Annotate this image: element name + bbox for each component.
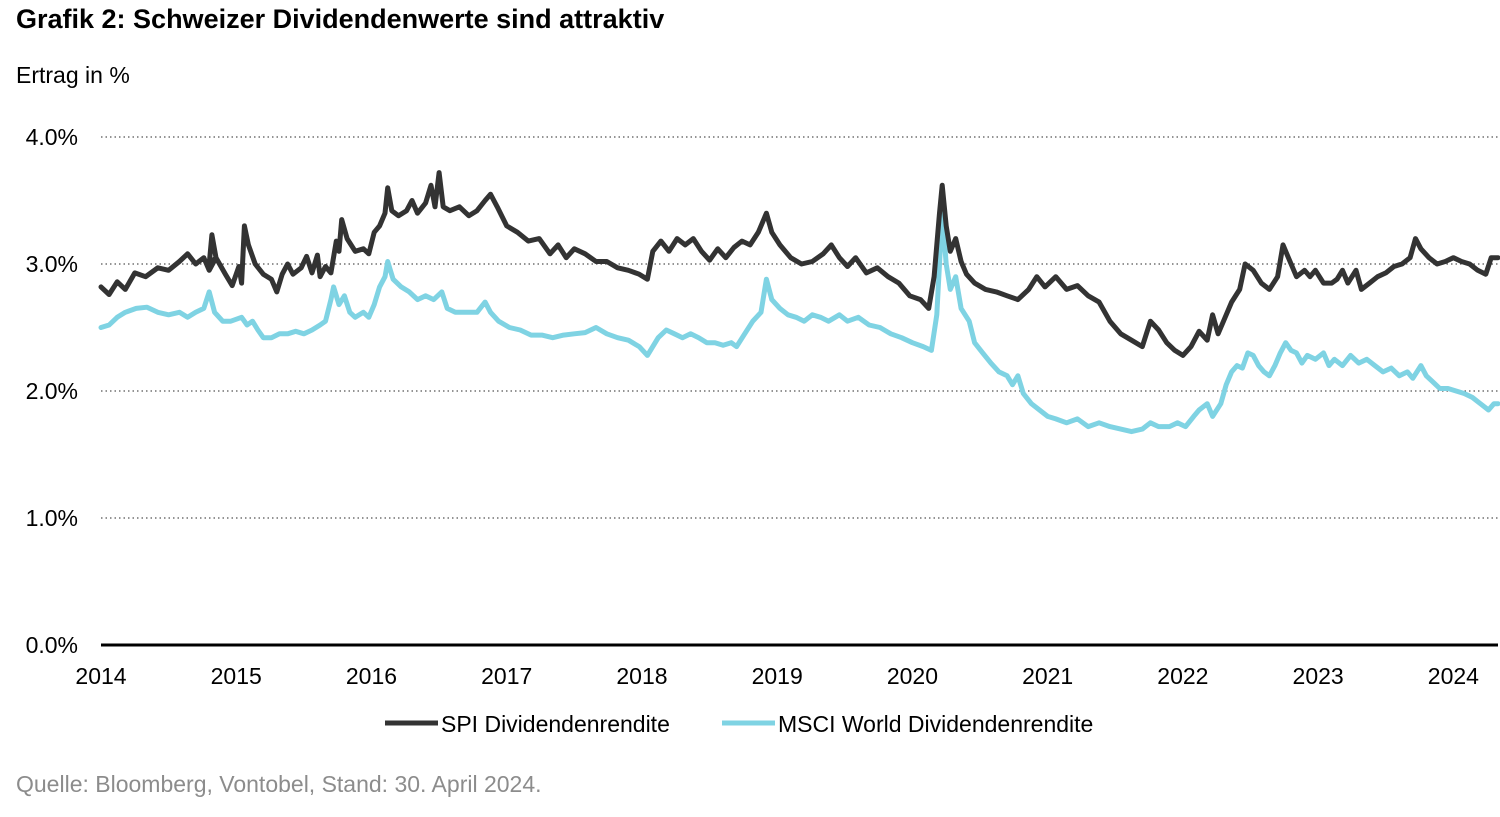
chart-title: Grafik 2: Schweizer Dividendenwerte sind… bbox=[16, 4, 665, 34]
y-tick-label: 3.0% bbox=[26, 251, 78, 277]
x-tick-labels: 2014 2015 2016 2017 2018 2019 2020 2021 2022 2023… bbox=[75, 663, 1479, 689]
series-line-msci bbox=[98, 210, 1500, 435]
gridlines bbox=[101, 136, 1498, 519]
x-tick-label: 2020 bbox=[887, 663, 938, 689]
series-lines bbox=[98, 170, 1500, 435]
y-tick-label: 0.0% bbox=[26, 632, 78, 658]
x-tick-label: 2015 bbox=[211, 663, 262, 689]
legend-item-spi-label: SPI Dividendenrendite bbox=[441, 711, 670, 737]
x-tick-label: 2023 bbox=[1293, 663, 1344, 689]
x-tick-label: 2022 bbox=[1157, 663, 1208, 689]
y-axis-label: Ertrag in % bbox=[16, 62, 130, 88]
y-tick-label: 1.0% bbox=[26, 505, 78, 531]
x-tick-label: 2014 bbox=[75, 663, 126, 689]
x-tick-label: 2024 bbox=[1428, 663, 1479, 689]
x-tick-label: 2016 bbox=[346, 663, 397, 689]
x-tick-label: 2021 bbox=[1022, 663, 1073, 689]
y-tick-label: 2.0% bbox=[26, 378, 78, 404]
legend: SPI Dividendenrendite MSCI World Dividend… bbox=[385, 711, 1093, 737]
x-tick-label: 2018 bbox=[616, 663, 667, 689]
y-tick-labels: 0.0% 1.0% 2.0% 3.0% 4.0% bbox=[26, 124, 78, 658]
x-tick-label: 2019 bbox=[752, 663, 803, 689]
y-tick-label: 4.0% bbox=[26, 124, 78, 150]
x-tick-label: 2017 bbox=[481, 663, 532, 689]
series-line-spi bbox=[98, 170, 1500, 358]
legend-item-msci-label: MSCI World Dividendenrendite bbox=[778, 711, 1093, 737]
source-note: Quelle: Bloomberg, Vontobel, Stand: 30. … bbox=[16, 771, 542, 797]
